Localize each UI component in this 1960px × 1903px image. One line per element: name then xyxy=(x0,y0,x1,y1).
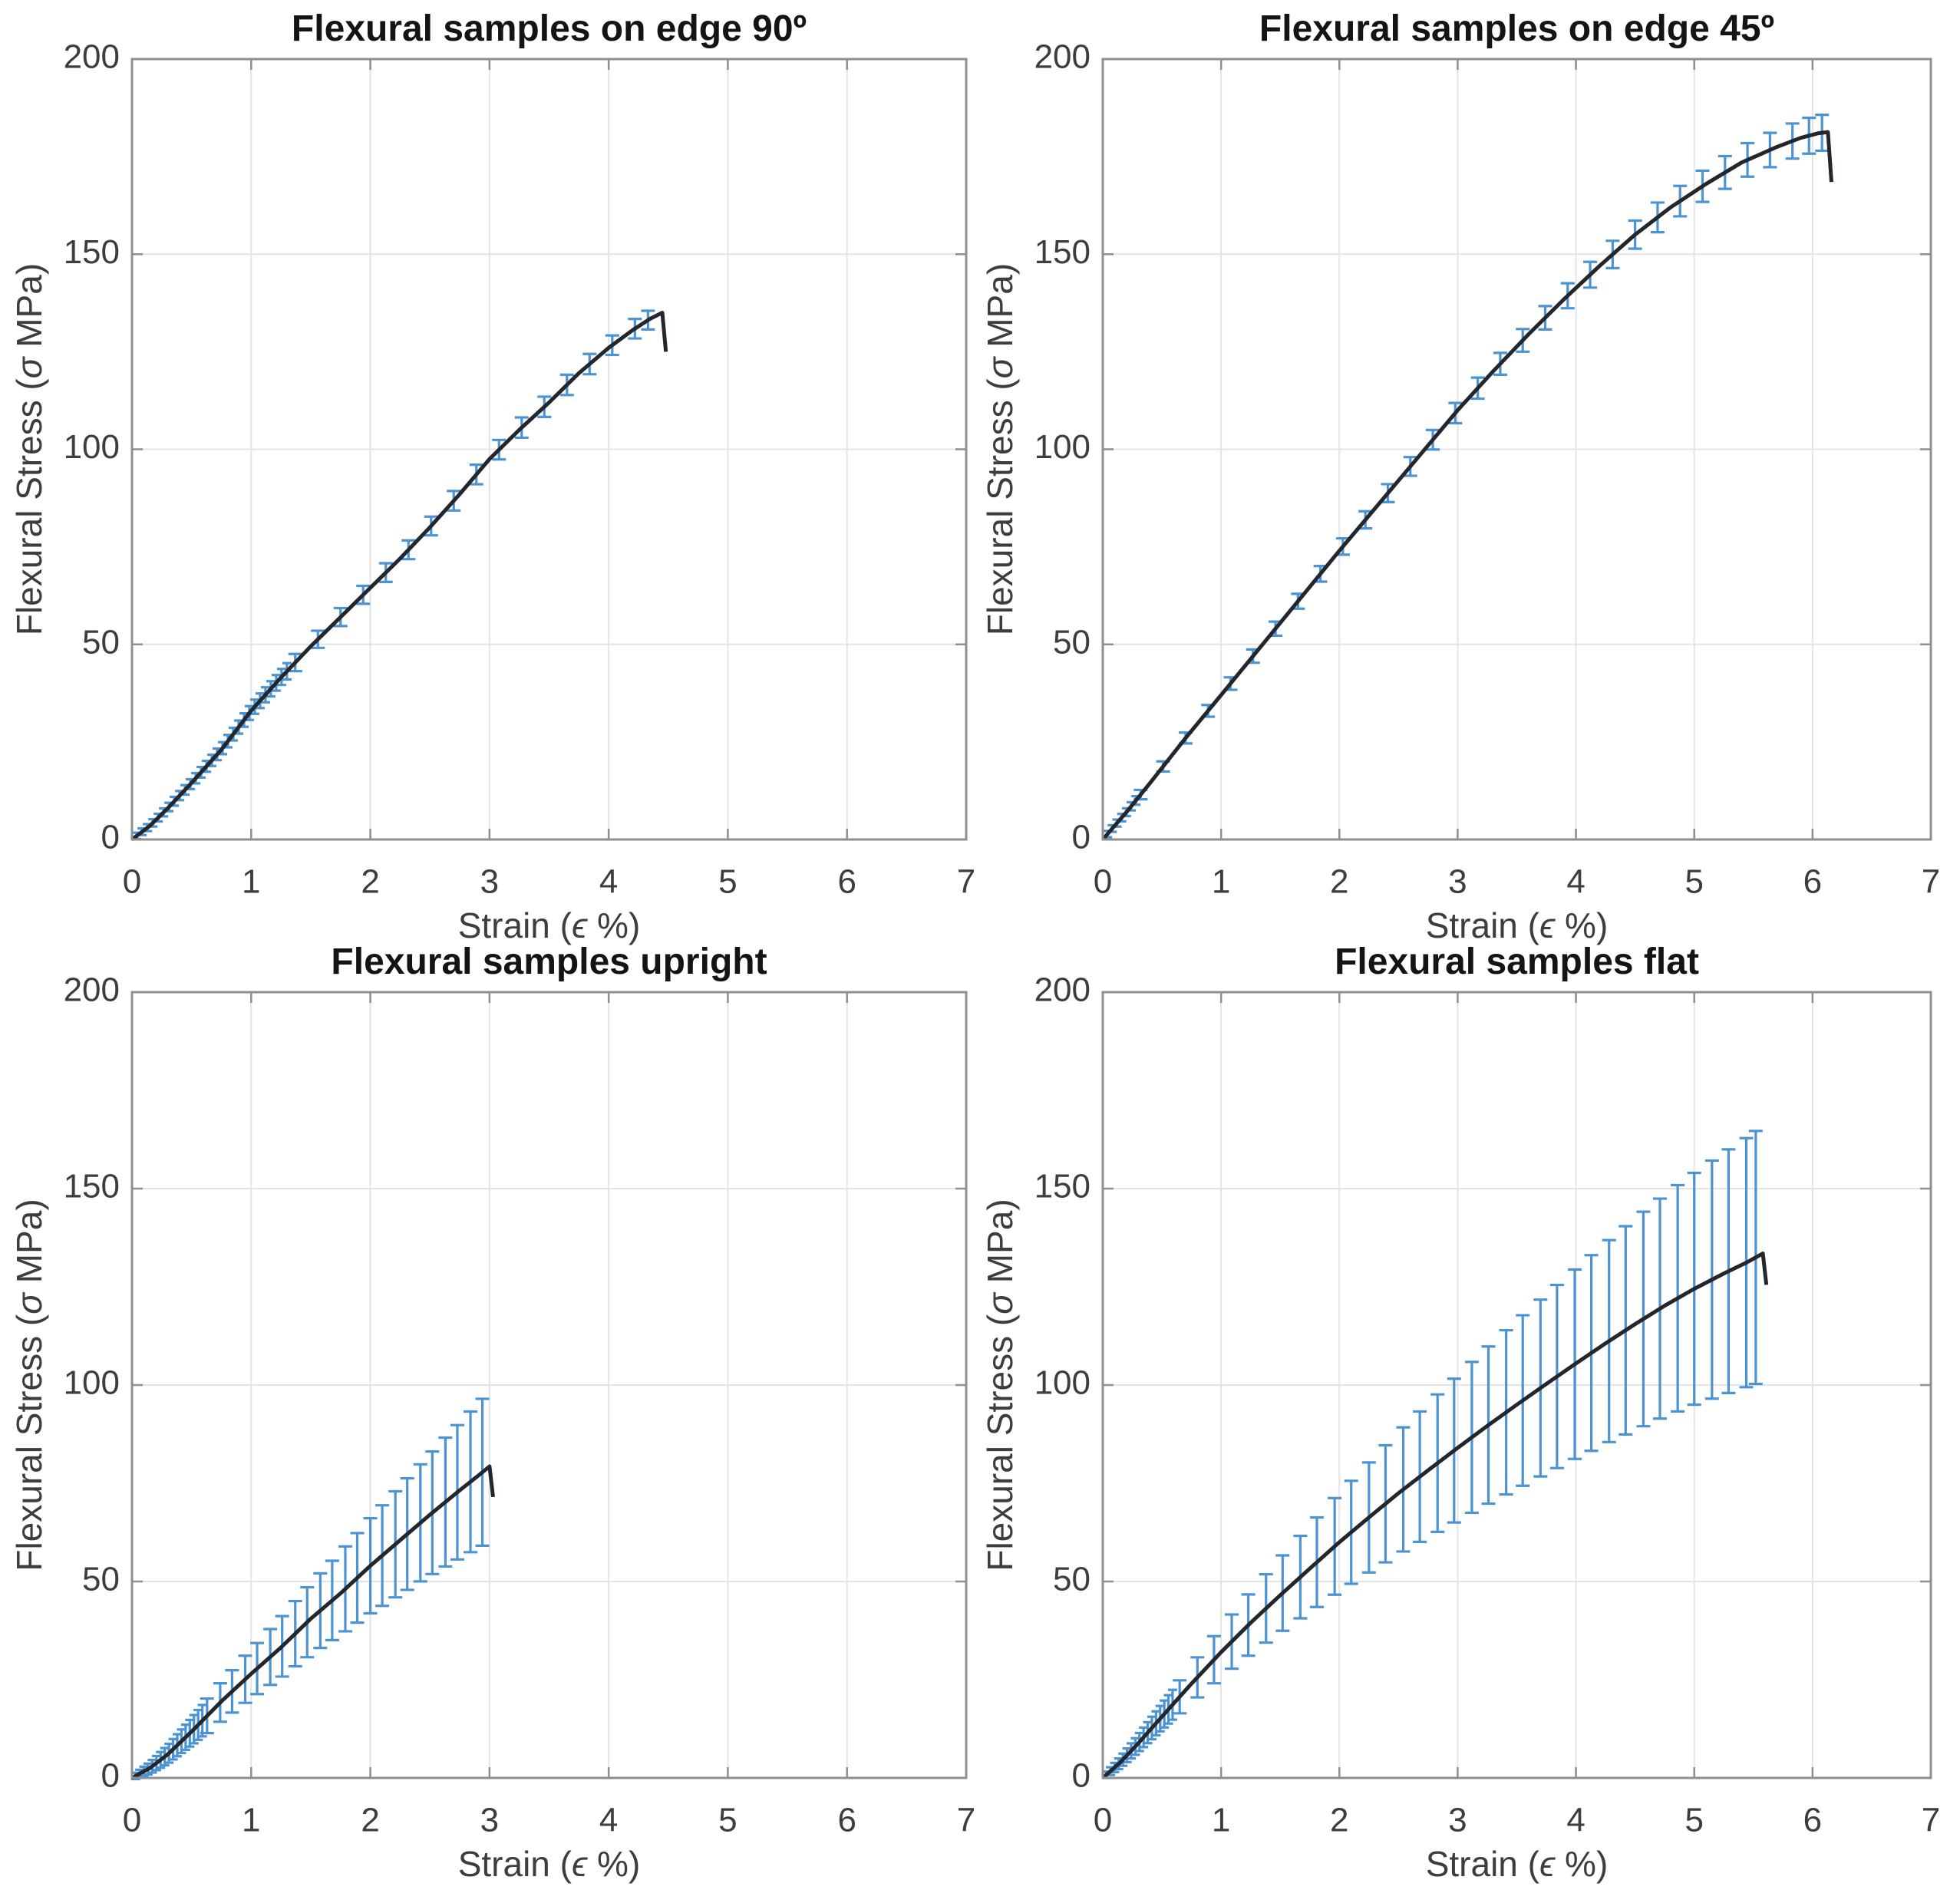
y-tick-label: 100 xyxy=(1034,1364,1091,1402)
plot-frame xyxy=(130,991,968,1779)
x-tick-label: 7 xyxy=(957,1802,975,1839)
x-tick-label: 4 xyxy=(599,863,618,901)
x-tick-label: 7 xyxy=(957,863,975,901)
x-tick-label: 2 xyxy=(1330,863,1348,901)
x-tick-label: 4 xyxy=(1566,863,1585,901)
y-tick-label: 50 xyxy=(1053,1561,1091,1598)
x-tick-label: 7 xyxy=(1922,863,1940,901)
plot-title: Flexural samples flat xyxy=(1335,942,1699,982)
x-axis-label: Strain (ϵ %) xyxy=(458,1844,641,1884)
subplot-upright: 0 1 2 3 4 5 6 7 0 50 100 150 200 Flexural samples upr… xyxy=(9,942,975,1884)
plot-title: Flexural samples upright xyxy=(331,942,767,982)
y-tick-label: 50 xyxy=(82,623,120,661)
y-tick-label: 200 xyxy=(1034,38,1091,76)
y-tick-label: 150 xyxy=(1034,1168,1091,1205)
y-tick-label: 0 xyxy=(1072,819,1091,856)
y-tick-label: 200 xyxy=(1034,971,1091,1009)
x-tick-label: 6 xyxy=(1803,1802,1822,1839)
y-axis-label: Flexural Stress (σ MPa) xyxy=(980,263,1020,635)
y-tick-label: 0 xyxy=(101,819,120,856)
plot-frame xyxy=(1101,991,1932,1779)
y-axis-label: Flexural Stress (σ MPa) xyxy=(9,1199,49,1571)
y-tick-label: 50 xyxy=(1053,623,1091,661)
plot-frame xyxy=(130,58,968,841)
x-tick-label: 3 xyxy=(480,1802,499,1839)
x-tick-label: 4 xyxy=(599,1802,618,1839)
x-tick-label: 1 xyxy=(242,1802,260,1839)
x-tick-label: 5 xyxy=(718,1802,737,1839)
grid-lines xyxy=(1103,992,1931,1778)
x-tick-label: 5 xyxy=(1684,863,1703,901)
stress-strain-curve xyxy=(130,1464,495,1780)
stress-strain-curve xyxy=(1101,1252,1769,1779)
x-tick-label: 6 xyxy=(1803,863,1822,901)
x-tick-label: 6 xyxy=(837,863,856,901)
y-tick-label: 100 xyxy=(64,428,120,466)
x-tick-label: 1 xyxy=(242,863,260,901)
x-tick-label: 1 xyxy=(1212,1802,1230,1839)
grid-lines xyxy=(132,992,966,1778)
x-tick-label: 2 xyxy=(1330,1802,1348,1839)
y-axis-label: Flexural Stress (σ MPa) xyxy=(9,263,49,635)
y-axis-label: Flexural Stress (σ MPa) xyxy=(980,1199,1020,1571)
x-tick-label: 0 xyxy=(123,863,141,901)
y-tick-label: 150 xyxy=(64,233,120,271)
stress-strain-curve xyxy=(1101,130,1833,841)
y-tick-label: 100 xyxy=(1034,428,1091,466)
x-tick-label: 3 xyxy=(480,863,499,901)
x-tick-label: 7 xyxy=(1922,1802,1940,1839)
subplot-flat: 0 1 2 3 4 5 6 7 0 50 100 150 200 Flexural samples fla… xyxy=(980,942,1940,1884)
grid-lines xyxy=(132,59,966,839)
x-tick-label: 0 xyxy=(1094,863,1112,901)
y-tick-label: 200 xyxy=(64,38,120,76)
x-axis-label: Strain (ϵ %) xyxy=(1426,1844,1609,1884)
stress-strain-curve xyxy=(130,311,668,841)
x-tick-label: 5 xyxy=(1684,1802,1703,1839)
y-tick-label: 150 xyxy=(64,1168,120,1205)
x-tick-label: 2 xyxy=(361,1802,379,1839)
error-bars xyxy=(130,1397,490,1781)
subplot-edge45: 0 1 2 3 4 5 6 7 0 50 100 150 200 Flexural samples on … xyxy=(980,8,1940,945)
x-tick-label: 0 xyxy=(1094,1802,1112,1839)
x-tick-label: 1 xyxy=(1212,863,1230,901)
x-tick-label: 3 xyxy=(1448,1802,1467,1839)
error-bars xyxy=(1103,114,1830,839)
y-tick-label: 0 xyxy=(1072,1757,1091,1795)
y-tick-label: 100 xyxy=(64,1364,120,1402)
x-tick-label: 4 xyxy=(1566,1802,1585,1839)
x-axis-label: Strain (ϵ %) xyxy=(458,905,641,945)
x-tick-label: 0 xyxy=(123,1802,141,1839)
error-bars xyxy=(1101,1130,1763,1779)
x-axis-label: Strain (ϵ %) xyxy=(1426,905,1609,945)
x-tick-label: 6 xyxy=(837,1802,856,1839)
subplot-edge90: 0 1 2 3 4 5 6 7 0 50 100 150 200 Flexural samples on … xyxy=(9,8,975,945)
y-tick-label: 0 xyxy=(101,1757,120,1795)
y-tick-label: 50 xyxy=(82,1561,120,1598)
plot-frame xyxy=(1101,58,1932,841)
plot-title: Flexural samples on edge 45º xyxy=(1259,8,1774,49)
x-tick-label: 2 xyxy=(361,863,379,901)
x-tick-label: 3 xyxy=(1448,863,1467,901)
grid-lines xyxy=(1103,59,1931,839)
y-tick-label: 200 xyxy=(64,971,120,1009)
plot-title: Flexural samples on edge 90º xyxy=(292,8,807,49)
y-tick-label: 150 xyxy=(1034,233,1091,271)
x-tick-label: 5 xyxy=(718,863,737,901)
